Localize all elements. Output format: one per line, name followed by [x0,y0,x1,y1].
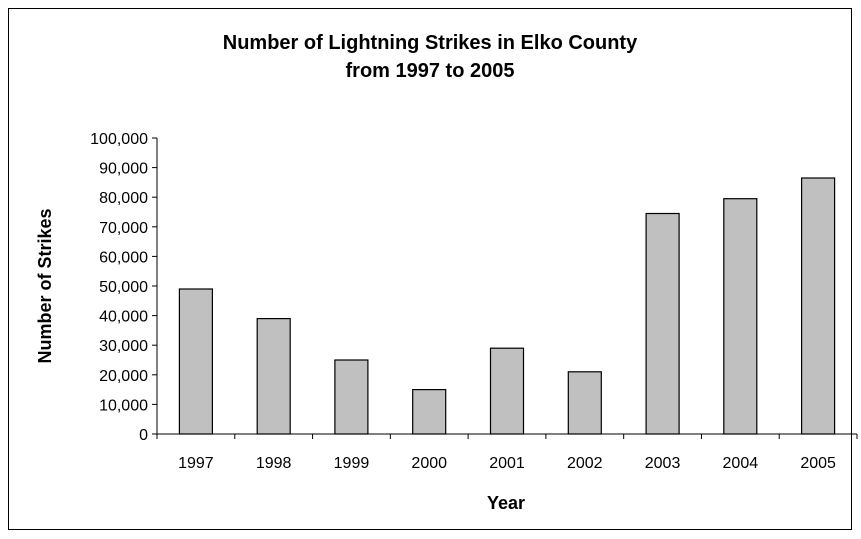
y-tick-label: 40,000 [99,309,148,326]
y-tick-label: 30,000 [99,338,148,355]
x-tick-label: 2004 [723,455,759,472]
y-tick-label: 60,000 [99,249,148,266]
bar-2002 [567,371,602,435]
bar-2001 [489,347,525,435]
bar-1998 [256,318,291,435]
bar-1997 [178,288,213,435]
x-tick-label: 1998 [256,455,292,472]
bar-2003 [645,212,680,435]
chart-title-line-2: from 1997 to 2005 [345,60,515,82]
bar-2000 [412,389,447,435]
y-axis-title: Number of Strikes [35,208,55,363]
x-tick-label: 1999 [334,455,370,472]
axes-group [152,137,858,439]
x-tick-label: 2002 [567,455,603,472]
y-tick-label: 100,000 [90,131,148,148]
bar-2004 [723,198,758,435]
y-tick-label: 0 [139,427,148,444]
bars-group [178,177,836,435]
chart-title-line-1: Number of Lightning Strikes in Elko Coun… [222,32,638,54]
y-tick-label: 90,000 [99,161,148,178]
y-tick-label: 70,000 [99,220,148,237]
x-tick-label: 1997 [178,455,214,472]
bar-1999 [334,359,369,435]
y-tick-label: 10,000 [99,397,148,414]
x-tick-label: 2003 [645,455,681,472]
y-tick-label: 20,000 [99,368,148,385]
x-tick-label: 2000 [411,455,447,472]
x-tick-label: 2005 [800,455,836,472]
y-tick-label: 80,000 [99,190,148,207]
x-tick-label: 2001 [489,455,525,472]
x-tick-labels: 1997 1998 1999 2000 2001 2002 2003 2004 2005 [178,455,836,472]
x-axis-title: Year [487,493,525,513]
y-tick-labels: 0 10,000 20,000 30,000 40,000 50,000 60,000 70,… [90,131,148,444]
y-tick-label: 50,000 [99,279,148,296]
chart-frame [8,8,852,530]
bar-2005 [800,177,836,435]
